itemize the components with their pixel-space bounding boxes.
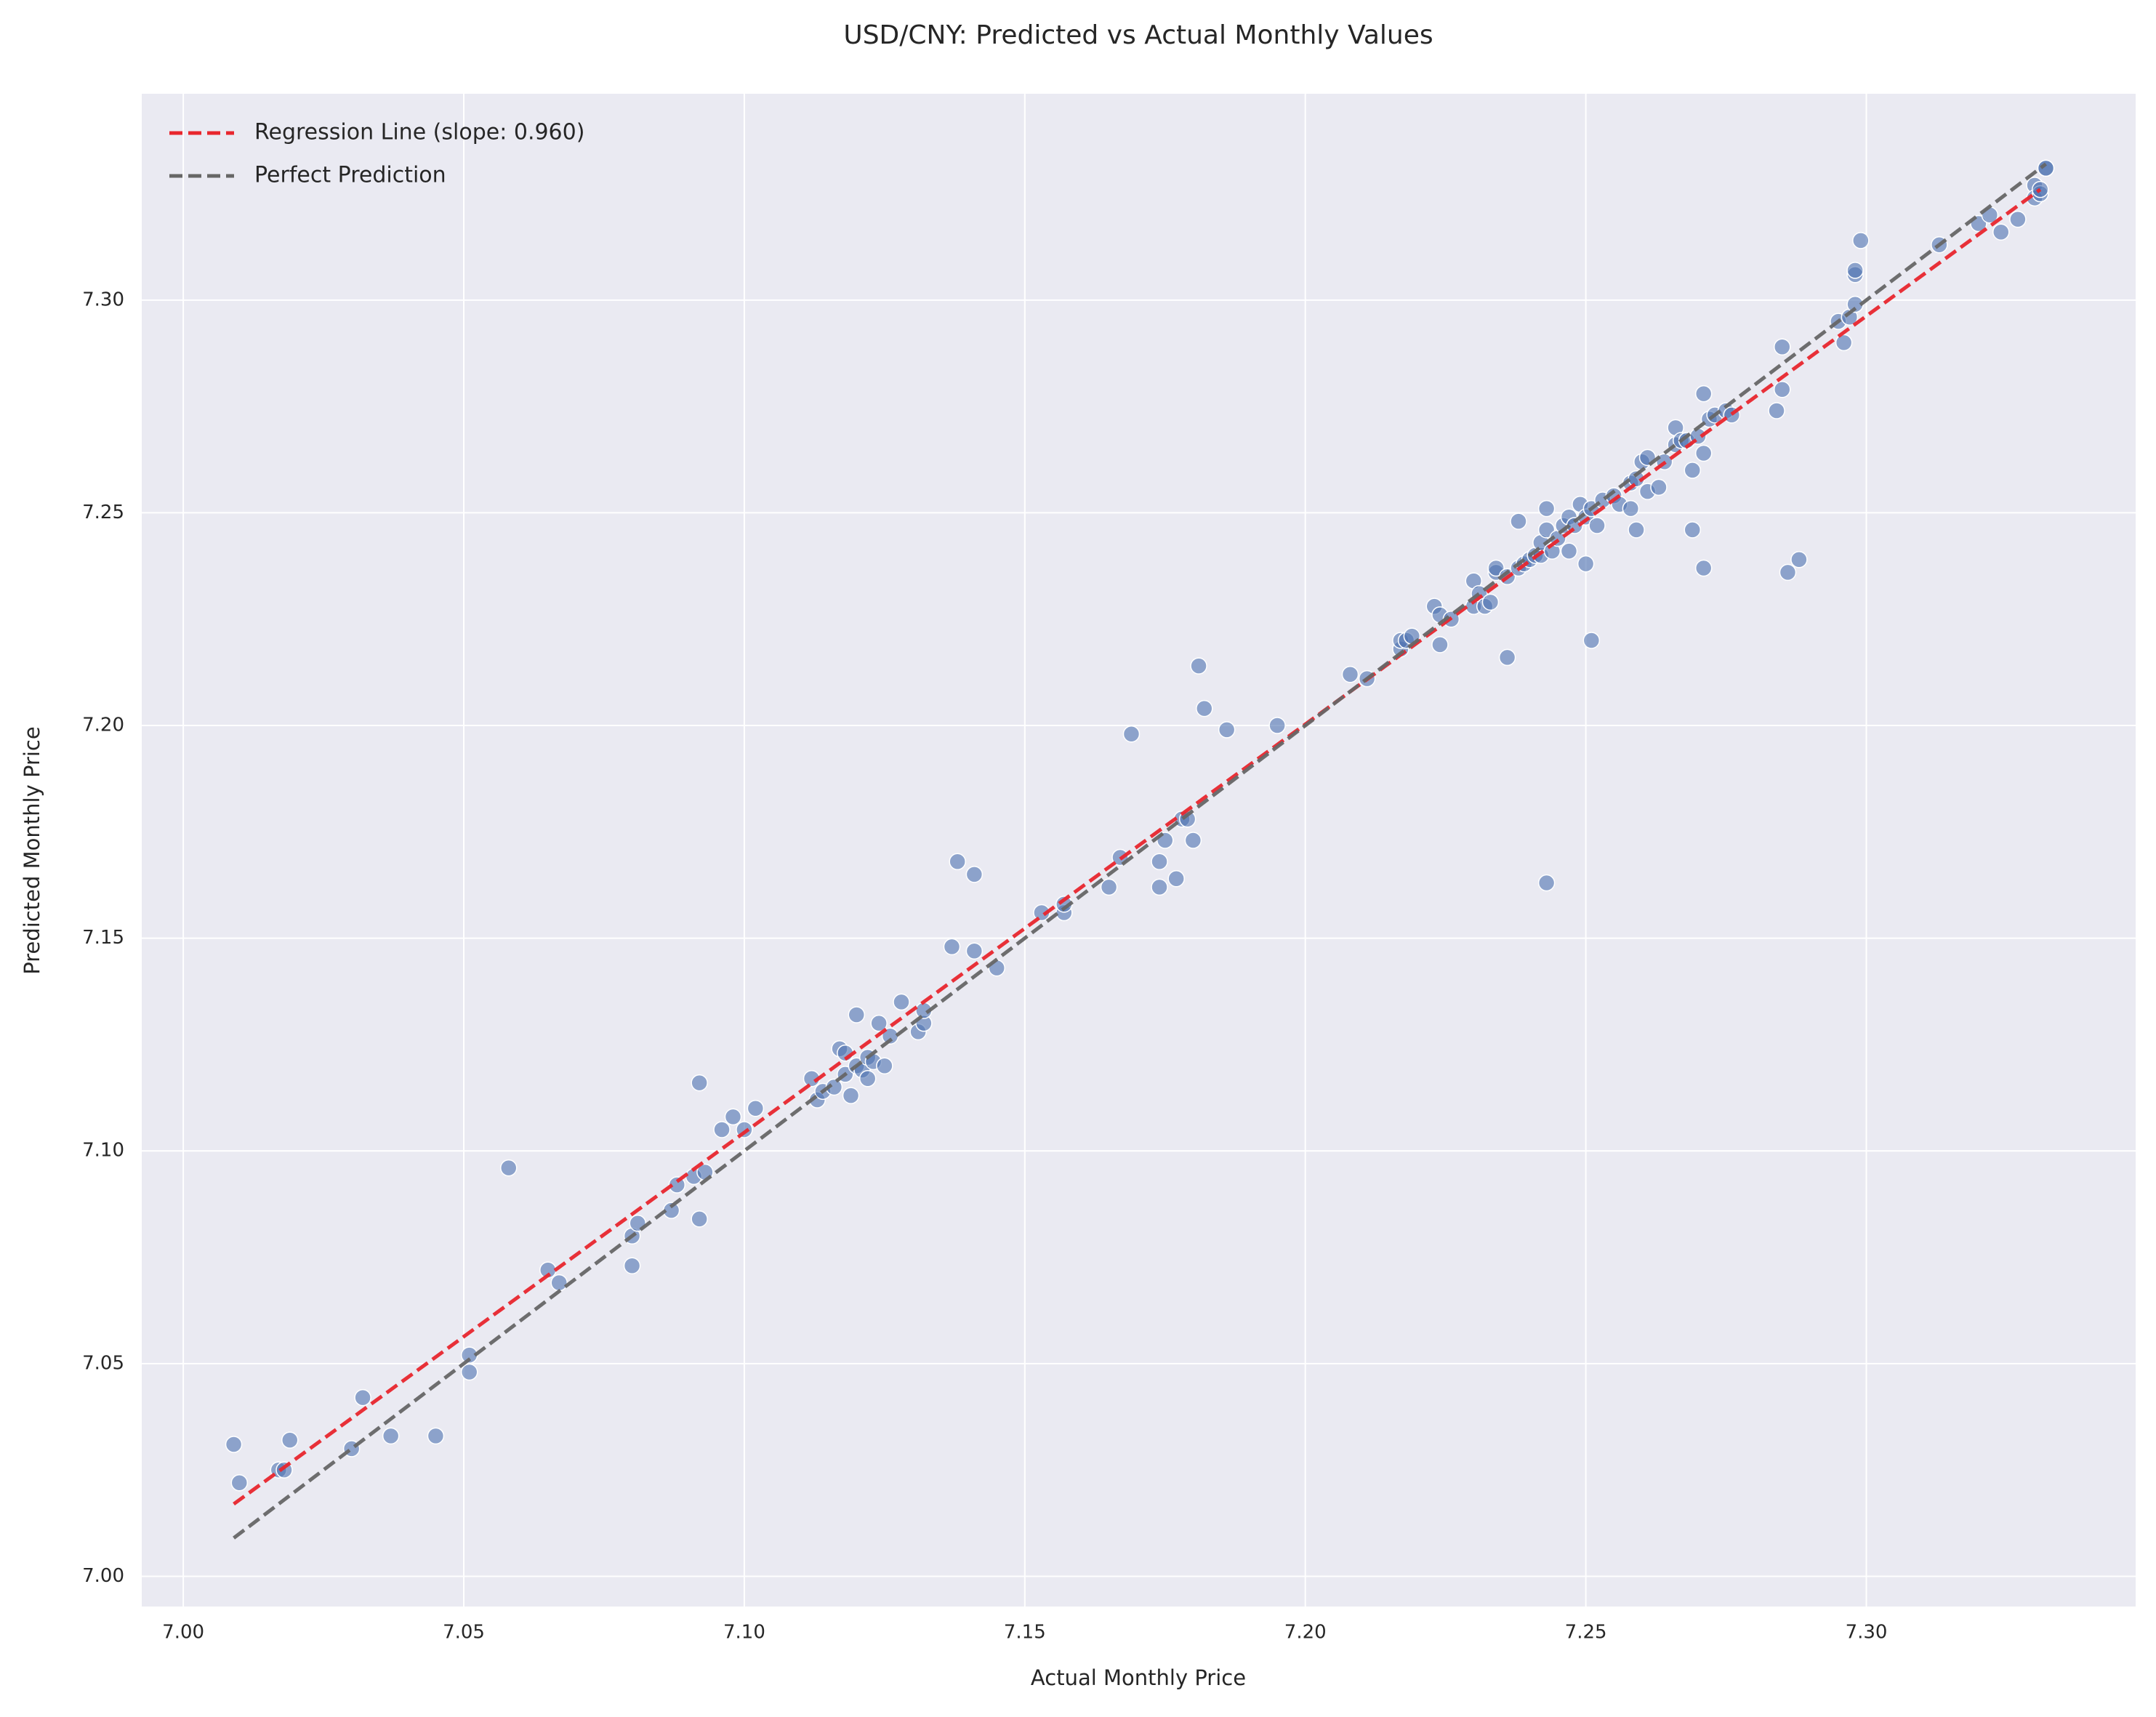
reference-line bbox=[233, 162, 2048, 1540]
y-axis-label: Predicted Monthly Price bbox=[20, 726, 44, 974]
scatter-point bbox=[1218, 721, 1236, 739]
x-tick-label: 7.00 bbox=[162, 1622, 204, 1644]
scatter-point bbox=[1268, 717, 1286, 734]
scatter-point bbox=[1510, 512, 1527, 530]
scatter-point bbox=[943, 938, 961, 956]
scatter-point bbox=[949, 853, 966, 871]
scatter-point bbox=[1577, 555, 1595, 573]
scatter-point bbox=[842, 1087, 860, 1104]
scatter-point bbox=[1431, 636, 1449, 654]
scatter-point bbox=[1151, 853, 1168, 871]
grid bbox=[142, 94, 2136, 1607]
scatter-point bbox=[225, 1436, 243, 1453]
x-tick-label: 7.10 bbox=[723, 1622, 765, 1644]
scatter-point bbox=[1196, 699, 1213, 717]
scatter-point bbox=[965, 866, 984, 883]
scatter-point bbox=[1100, 878, 1118, 896]
scatter-point bbox=[1560, 542, 1578, 560]
marks bbox=[225, 159, 2055, 1540]
scatter-point bbox=[1481, 593, 1500, 611]
scatter-point bbox=[354, 1388, 371, 1407]
scatter-point bbox=[1852, 232, 1870, 249]
scatter-point bbox=[623, 1257, 641, 1274]
scatter-point bbox=[382, 1427, 400, 1445]
scatter-point bbox=[1694, 385, 1713, 403]
scatter-point bbox=[1151, 878, 1168, 896]
scatter-point bbox=[500, 1159, 518, 1177]
y-tick-label: 7.10 bbox=[82, 1140, 124, 1162]
x-tick-label: 7.20 bbox=[1284, 1622, 1327, 1644]
scatter-point bbox=[1768, 402, 1785, 419]
scatter-point bbox=[1498, 648, 1516, 667]
scatter-point bbox=[1779, 563, 1797, 582]
scatter-point bbox=[1033, 904, 1050, 922]
scatter-point bbox=[1774, 338, 1791, 355]
scatter-point bbox=[1694, 444, 1713, 462]
scatter-point bbox=[230, 1473, 249, 1492]
scatter-point bbox=[1650, 478, 1668, 496]
scatter-point bbox=[1628, 521, 1645, 539]
scatter-point bbox=[1622, 499, 1640, 518]
scatter-point bbox=[1537, 874, 1556, 892]
scatter-point bbox=[550, 1274, 568, 1292]
scatter-point bbox=[427, 1427, 445, 1445]
scatter-point bbox=[1790, 551, 1808, 568]
scatter-point bbox=[870, 1014, 888, 1032]
x-tick-label: 7.15 bbox=[1004, 1622, 1046, 1644]
scatter-point bbox=[1341, 666, 1359, 683]
reference-line bbox=[233, 188, 2042, 1505]
scatter-point bbox=[858, 1070, 877, 1087]
legend: Regression Line (slope: 0.960) Perfect Pr… bbox=[169, 120, 584, 188]
scatter-point bbox=[2037, 159, 2055, 177]
scatter-point bbox=[893, 993, 910, 1011]
scatter-point bbox=[1537, 499, 1556, 518]
y-tick-label: 7.05 bbox=[82, 1352, 124, 1374]
scatter-point bbox=[691, 1210, 708, 1228]
scatter-point bbox=[1992, 223, 2010, 241]
scatter-point bbox=[1835, 334, 1853, 352]
chart-title: USD/CNY: Predicted vs Actual Monthly Val… bbox=[843, 20, 1433, 50]
legend-label: Perfect Prediction bbox=[254, 163, 446, 188]
scatter-point bbox=[1167, 869, 1185, 888]
scatter-point bbox=[691, 1074, 708, 1092]
x-tick-label: 7.05 bbox=[443, 1622, 485, 1644]
scatter-point bbox=[1122, 725, 1141, 743]
scatter-point bbox=[460, 1363, 478, 1381]
x-axis-label: Actual Monthly Price bbox=[1031, 1665, 1246, 1690]
y-tick-label: 7.15 bbox=[82, 927, 124, 949]
scatter-point bbox=[747, 1099, 765, 1117]
scatter-point bbox=[965, 942, 984, 960]
scatter-point bbox=[1684, 462, 1702, 479]
y-tick-label: 7.25 bbox=[82, 502, 124, 523]
y-tick-label: 7.30 bbox=[82, 289, 124, 310]
scatter-point bbox=[1588, 517, 1606, 534]
scatter-point bbox=[1190, 657, 1207, 675]
scatter-point bbox=[1846, 262, 1864, 279]
scatter-point bbox=[724, 1108, 742, 1126]
y-tick-label: 7.20 bbox=[82, 715, 124, 736]
scatter-point bbox=[876, 1057, 893, 1074]
scatter-point bbox=[281, 1431, 299, 1449]
y-tick-label: 7.00 bbox=[82, 1565, 124, 1587]
scatter-point bbox=[1774, 380, 1791, 398]
legend-label: Regression Line (slope: 0.960) bbox=[254, 120, 584, 145]
scatter-point bbox=[713, 1121, 731, 1138]
x-tick-label: 7.30 bbox=[1846, 1622, 1888, 1644]
scatter-point bbox=[1184, 832, 1202, 849]
scatter-point bbox=[1694, 559, 1713, 577]
scatter-point bbox=[2009, 210, 2027, 228]
scatter-point bbox=[668, 1176, 686, 1194]
scatter-point bbox=[1684, 521, 1702, 539]
scatter-point bbox=[848, 1006, 866, 1024]
scatter-point bbox=[1582, 632, 1601, 649]
x-tick-label: 7.25 bbox=[1565, 1622, 1607, 1644]
